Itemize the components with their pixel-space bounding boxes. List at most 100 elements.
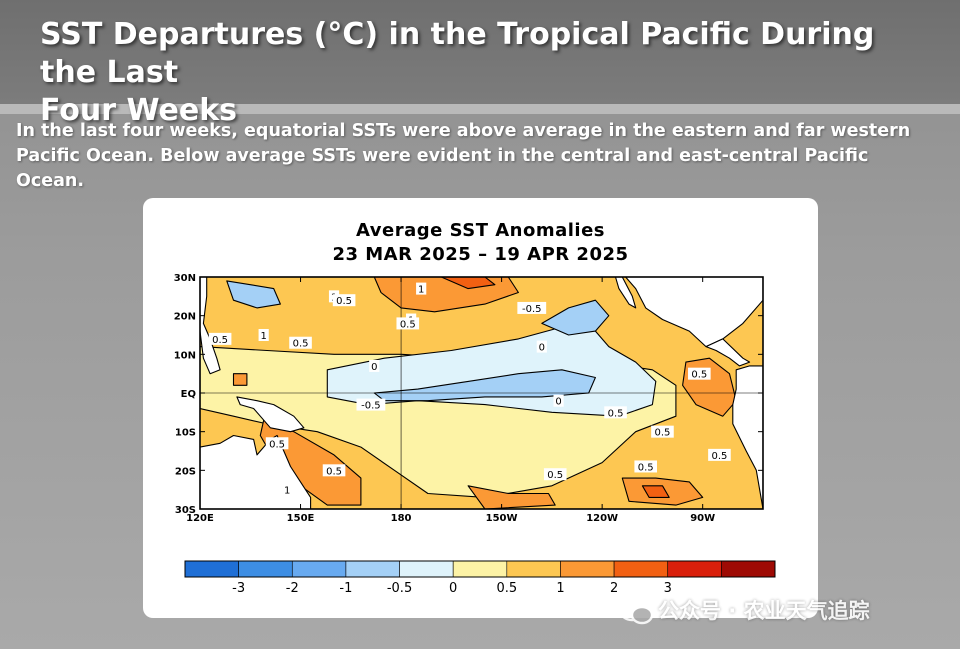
description-line-3: Ocean. (16, 171, 85, 191)
anomaly-region-warm-west (232, 373, 248, 386)
contour-label-bg (416, 282, 427, 295)
colorbar-frame (184, 560, 776, 578)
colorbar-swatch (721, 560, 776, 578)
y-tick-label: 10S (175, 428, 196, 439)
anomaly-region-warm-north-central-core (440, 277, 496, 290)
contour-label-bg (208, 332, 232, 345)
colorbar-label: 3 (664, 581, 672, 596)
contour-label: 0.5 (691, 370, 707, 381)
contour-label: 0.5 (212, 335, 228, 346)
slide-description: In the last four weeks, equatorial SSTs … (16, 119, 936, 194)
slide-title: SST Departures (°C) in the Tropical Paci… (40, 16, 940, 130)
colorbar-swatch (238, 560, 293, 578)
contour-label-bg (536, 340, 547, 353)
colorbar-label: -2 (286, 581, 299, 596)
anomaly-region-warm-south-central (467, 485, 556, 509)
colorbar-label: 0 (449, 581, 457, 596)
colorbar-swatch (613, 560, 669, 578)
contour-label: 1 (418, 285, 424, 296)
contour-label: 0.5 (711, 451, 727, 462)
title-divider (0, 104, 960, 114)
colorbar-swatch (667, 560, 722, 578)
colorbar-label: 1 (556, 581, 564, 596)
land-asia-philippines (200, 277, 221, 375)
slide-title-line-1: SST Departures (°C) in the Tropical Paci… (40, 17, 875, 90)
contour-label-bg (543, 468, 567, 481)
contour-label: -0.5 (361, 401, 381, 412)
colorbar-swatch (506, 560, 561, 578)
land-north-america (618, 277, 763, 348)
x-tick-label: 120W (586, 513, 618, 524)
anomaly-region-warm-southeast-core (641, 485, 670, 498)
contour-label-bg (282, 483, 293, 496)
contour-label-bg (517, 301, 547, 314)
contour-label: 0 (555, 397, 561, 408)
contour-label: 0.5 (547, 470, 563, 481)
contour-label-bg (322, 464, 346, 477)
contour-label: 0.5 (269, 439, 285, 450)
contour-label: 0 (371, 362, 377, 373)
x-tick-label: 180 (391, 513, 412, 524)
contour-label: 1 (260, 331, 266, 342)
contour-label-bg (369, 359, 380, 372)
contour-label: 0.5 (400, 319, 416, 330)
land-new-guinea (236, 396, 305, 433)
contour-label-bg (708, 448, 731, 461)
sst-anomaly-map: 1 1 1 1 0.5 0.5 0.5 0.5 0.5 0.5 0.5 0.5 0.5 0.5 0.5 0.5… (174, 273, 776, 596)
contour-label: 0 (539, 343, 545, 354)
contour-label-bg (604, 406, 627, 419)
x-tick-label: 120E (186, 513, 214, 524)
contour-label-bg (634, 460, 658, 473)
y-tick-label: 30S (175, 505, 196, 516)
colorbar-label: -1 (339, 581, 352, 596)
contour-label: 0.5 (326, 466, 342, 477)
contour-label-bg (356, 398, 386, 411)
contour-label: 0.5 (336, 296, 352, 307)
contour-label-bg (258, 329, 269, 341)
y-tick-label: 10N (174, 350, 196, 361)
y-tick-label: 20N (174, 312, 196, 323)
land-baja-peninsula (614, 277, 637, 309)
contour-label-bg (651, 425, 674, 438)
contour-label-bg (265, 437, 289, 450)
contour-label: 0.5 (608, 408, 624, 419)
wechat-icon (618, 598, 654, 625)
anomaly-region-cool-northeast (541, 299, 610, 336)
x-tick-label: 150W (486, 513, 518, 524)
contour-label-bg (553, 394, 564, 407)
colorbar-swatch (452, 560, 508, 578)
colorbar-swatch (184, 560, 239, 578)
title-bar (0, 0, 960, 114)
anomaly-region-cool-northwest (226, 280, 281, 309)
colorbar-label: 2 (610, 581, 618, 596)
land-central-america (705, 338, 751, 367)
contour-label: 0.5 (293, 339, 309, 350)
watermark-text: 公众号 · 农业天气追踪 (658, 599, 870, 623)
contour-label-bg (688, 367, 711, 380)
contour-label: 1 (284, 486, 290, 497)
colorbar-swatch (291, 560, 347, 578)
watermark: 公众号 · 农业天气追踪 (618, 596, 938, 626)
description-line-2: Pacific Ocean. Below average SSTs were e… (16, 146, 869, 166)
colorbar-swatch (399, 560, 454, 578)
colorbar-swatch (345, 560, 400, 578)
contour-label: -0.5 (522, 304, 542, 315)
y-tick-label: 20S (175, 466, 196, 477)
chart-panel: Average SST Anomalies 23 MAR 2025 – 19 A… (143, 198, 818, 618)
contour-label: 0.5 (655, 428, 671, 439)
land-south-america (732, 365, 763, 509)
contour-label: 0.5 (638, 462, 654, 473)
colorbar-label: -0.5 (387, 581, 412, 596)
chart-subtitle: 23 MAR 2025 – 19 APR 2025 (332, 244, 629, 265)
x-tick-label: 90W (690, 513, 715, 524)
chart-title: Average SST Anomalies (355, 220, 606, 241)
y-tick-label: EQ (181, 389, 196, 400)
contour-label-bg (289, 336, 312, 349)
colorbar-label: -3 (232, 581, 245, 596)
x-tick-label: 150E (287, 513, 315, 524)
description-line-1: In the last four weeks, equatorial SSTs … (16, 121, 911, 141)
contour-label-bg (396, 317, 420, 330)
colorbar-label: 0.5 (496, 581, 517, 596)
slide-title-line-2: Four Weeks (40, 93, 238, 128)
contour-label-bg (332, 294, 356, 307)
